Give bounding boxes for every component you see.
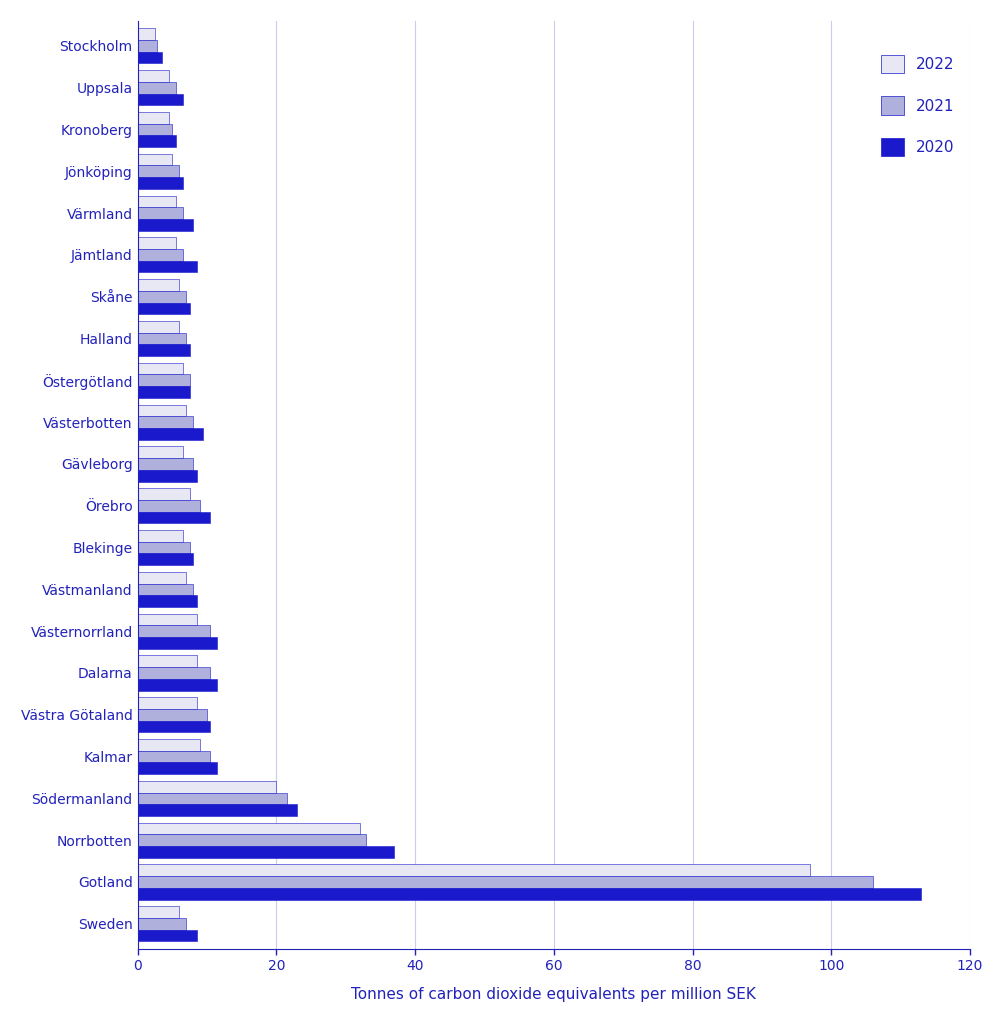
- Bar: [137, 93, 183, 105]
- Bar: [137, 166, 179, 177]
- Bar: [137, 720, 211, 732]
- Bar: [137, 906, 179, 918]
- Bar: [137, 553, 193, 565]
- Bar: [137, 762, 217, 774]
- Bar: [137, 249, 183, 261]
- Bar: [137, 667, 211, 679]
- Bar: [137, 530, 183, 542]
- Bar: [137, 52, 161, 63]
- Bar: [137, 500, 200, 512]
- Bar: [137, 930, 197, 941]
- Bar: [137, 876, 872, 888]
- Bar: [137, 219, 193, 230]
- Bar: [137, 291, 186, 303]
- X-axis label: Tonnes of carbon dioxide equivalents per million SEK: Tonnes of carbon dioxide equivalents per…: [351, 987, 755, 1003]
- Bar: [137, 428, 204, 440]
- Bar: [137, 835, 366, 846]
- Bar: [137, 625, 211, 637]
- Bar: [137, 195, 176, 208]
- Bar: [137, 595, 197, 607]
- Bar: [137, 416, 193, 428]
- Bar: [137, 804, 297, 816]
- Bar: [137, 29, 154, 40]
- Bar: [137, 135, 176, 147]
- Bar: [137, 345, 190, 356]
- Bar: [137, 637, 217, 649]
- Bar: [137, 112, 169, 124]
- Bar: [137, 739, 200, 751]
- Bar: [137, 40, 156, 52]
- Bar: [137, 208, 183, 219]
- Bar: [137, 488, 190, 500]
- Bar: [137, 822, 359, 835]
- Bar: [137, 542, 190, 553]
- Bar: [137, 698, 197, 709]
- Bar: [137, 781, 276, 793]
- Bar: [137, 470, 197, 482]
- Bar: [137, 572, 186, 583]
- Bar: [137, 177, 183, 189]
- Bar: [137, 124, 173, 135]
- Bar: [137, 614, 197, 625]
- Bar: [137, 512, 211, 524]
- Bar: [137, 583, 193, 595]
- Bar: [137, 918, 186, 930]
- Bar: [137, 864, 809, 876]
- Bar: [137, 709, 207, 720]
- Bar: [137, 751, 211, 762]
- Bar: [137, 387, 190, 398]
- Bar: [137, 153, 173, 166]
- Bar: [137, 374, 190, 387]
- Bar: [137, 303, 190, 314]
- Bar: [137, 82, 176, 93]
- Legend: 2022, 2021, 2020: 2022, 2021, 2020: [873, 47, 962, 164]
- Bar: [137, 446, 183, 458]
- Bar: [137, 237, 176, 249]
- Bar: [137, 846, 394, 857]
- Bar: [137, 71, 169, 82]
- Bar: [137, 793, 287, 804]
- Bar: [137, 458, 193, 470]
- Bar: [137, 332, 186, 345]
- Bar: [137, 888, 921, 899]
- Bar: [137, 656, 197, 667]
- Bar: [137, 404, 186, 416]
- Bar: [137, 363, 183, 374]
- Bar: [137, 679, 217, 691]
- Bar: [137, 261, 197, 272]
- Bar: [137, 321, 179, 332]
- Bar: [137, 279, 179, 291]
